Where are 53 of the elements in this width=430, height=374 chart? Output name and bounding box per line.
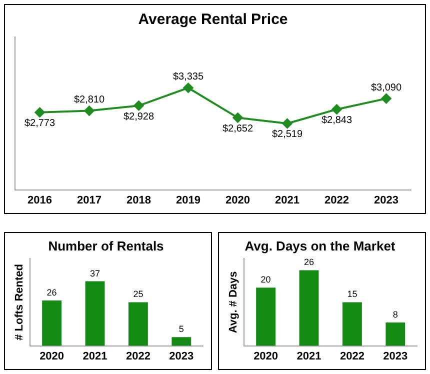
y-axis-title: # Lofts Rented	[14, 264, 26, 340]
x-tick-label: 2019	[176, 194, 200, 206]
x-tick-label: 2018	[126, 194, 151, 206]
x-tick-label: 2023	[374, 194, 398, 206]
point	[381, 94, 392, 104]
data-label: $2,773	[24, 118, 56, 130]
chart-title: Number of Rentals	[48, 238, 164, 254]
data-label: 37	[90, 268, 100, 278]
bar	[128, 302, 148, 346]
point	[232, 112, 243, 123]
point	[282, 118, 292, 128]
x-tick-label: 2020	[226, 194, 250, 206]
x-tick-label: 2022	[324, 194, 349, 206]
x-tick-label: 2022	[126, 350, 150, 362]
point	[183, 82, 194, 93]
data-label: $2,928	[123, 111, 154, 122]
data-label: 20	[260, 274, 271, 285]
data-label: $2,810	[74, 94, 105, 106]
data-label: 5	[178, 324, 184, 334]
bar	[172, 337, 192, 346]
data-label: 25	[133, 289, 144, 300]
chart-title: Average Rental Price	[138, 11, 288, 28]
data-label: 15	[347, 289, 358, 300]
x-tick-label: 2020	[254, 350, 278, 362]
x-tick-label: 2023	[169, 350, 194, 362]
data-label: 8	[392, 310, 398, 320]
x-tick-label: 2023	[383, 350, 408, 362]
bar	[386, 322, 406, 346]
x-tick-label: 2017	[77, 194, 102, 206]
point	[332, 104, 342, 114]
bar	[42, 300, 62, 346]
chart-title: Avg. Days on the Market	[244, 238, 396, 254]
data-label: $2,843	[321, 115, 352, 126]
x-tick-label: 2022	[340, 350, 364, 362]
data-label: 26	[46, 287, 57, 298]
data-label: $2,519	[272, 129, 303, 140]
data-label: $3,335	[172, 72, 204, 83]
point	[84, 106, 94, 116]
data-label: $2,652	[222, 123, 254, 134]
x-tick-label: 2021	[296, 350, 322, 362]
bar	[256, 288, 276, 346]
bar	[342, 302, 362, 346]
bar	[85, 281, 105, 346]
x-tick-label: 2021	[275, 194, 300, 206]
x-tick-label: 2020	[40, 350, 64, 362]
data-label: 26	[304, 257, 314, 268]
data-label: $3,090	[370, 82, 402, 94]
x-tick-label: 2016	[28, 194, 52, 206]
point	[134, 100, 144, 111]
x-tick-label: 2021	[82, 350, 108, 362]
point	[34, 107, 45, 118]
bar	[299, 270, 319, 346]
y-axis-title: Avg. # Days	[228, 271, 240, 334]
